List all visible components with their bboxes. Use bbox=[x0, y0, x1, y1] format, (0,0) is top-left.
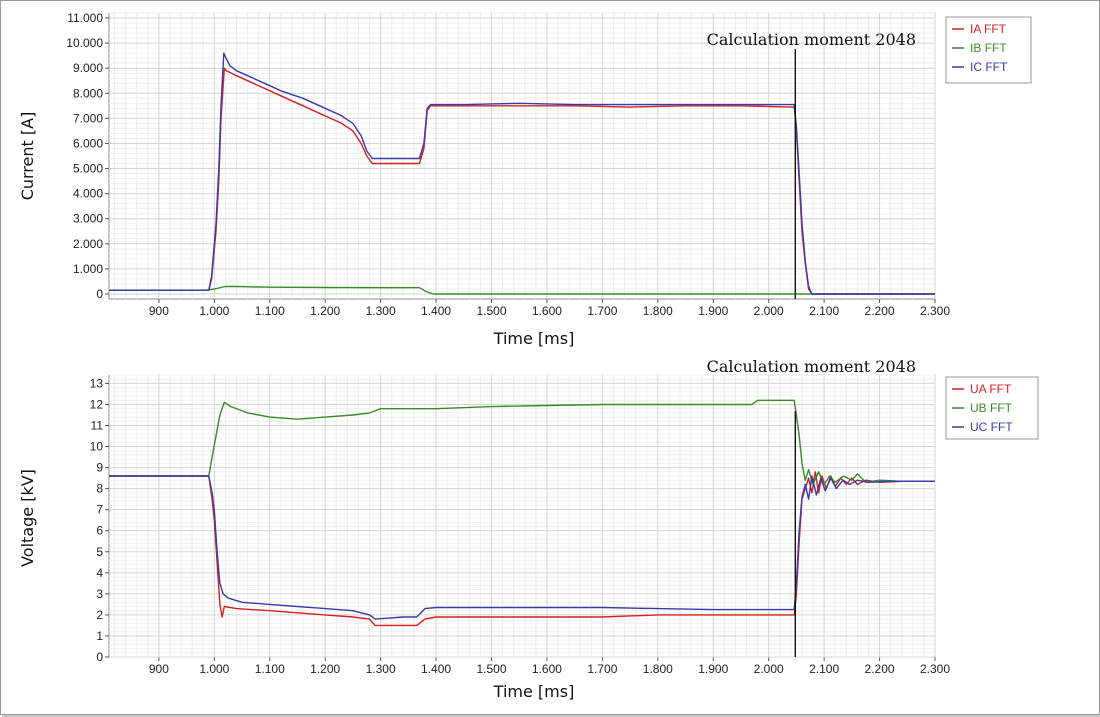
x-tick-label: 2.100 bbox=[809, 662, 839, 676]
x-tick-label: 900 bbox=[149, 304, 169, 318]
x-tick-label: 1.900 bbox=[698, 662, 728, 676]
y-tick-label: 4 bbox=[96, 566, 103, 580]
y-tick-label: 1 bbox=[96, 629, 103, 643]
series-line-ua-fft bbox=[109, 471, 935, 627]
legend-label: IA FFT bbox=[970, 22, 1007, 36]
y-tick-label: 8 bbox=[96, 482, 103, 496]
x-tick-label: 1.500 bbox=[476, 662, 506, 676]
x-tick-label: 900 bbox=[149, 662, 169, 676]
plot-area bbox=[108, 12, 936, 300]
series-line-uc-fft bbox=[109, 475, 935, 620]
x-tick-label: 1.600 bbox=[532, 662, 562, 676]
legend-label: UC FFT bbox=[970, 420, 1013, 434]
x-tick-label: 2.200 bbox=[865, 662, 895, 676]
y-tick-label: 3.000 bbox=[73, 212, 103, 226]
y-tick-label: 9 bbox=[96, 461, 103, 475]
series-line-ub-fft bbox=[109, 399, 935, 486]
x-tick-label: 1.900 bbox=[698, 304, 728, 318]
x-tick-label: 1.500 bbox=[476, 304, 506, 318]
legend-box bbox=[945, 16, 1032, 84]
x-tick-label: 1.100 bbox=[255, 304, 285, 318]
x-tick-label: 2.300 bbox=[920, 662, 950, 676]
legend-label: IC FFT bbox=[970, 60, 1008, 74]
y-tick-label: 12 bbox=[90, 397, 104, 411]
y-tick-label: 0 bbox=[96, 287, 103, 301]
x-tick-label: 1.000 bbox=[199, 304, 229, 318]
y-axis-title: Voltage [kV] bbox=[18, 469, 37, 567]
x-tick-label: 1.000 bbox=[199, 662, 229, 676]
x-tick-label: 2.000 bbox=[754, 304, 784, 318]
x-tick-label: 1.400 bbox=[421, 304, 451, 318]
x-axis-title: Time [ms] bbox=[493, 329, 575, 348]
legend: IA FFT IB FFT IC FFT bbox=[945, 16, 1032, 84]
x-tick-label: 2.200 bbox=[865, 304, 895, 318]
x-tick-label: 1.300 bbox=[366, 662, 396, 676]
y-tick-label: 3 bbox=[96, 587, 103, 601]
legend-label: UA FFT bbox=[970, 382, 1012, 396]
y-tick-label: 2 bbox=[96, 608, 103, 622]
legend: UA FFT UB FFT UC FFT bbox=[945, 376, 1039, 440]
legend-label: IB FFT bbox=[970, 41, 1007, 55]
x-tick-label: 1.800 bbox=[643, 304, 673, 318]
x-tick-label: 1.400 bbox=[421, 662, 451, 676]
y-tick-label: 5.000 bbox=[73, 162, 103, 176]
voltage-panel: 900 1.000 1.100 1.200 1.300 1.400 1.500 1.600 1.… bbox=[18, 357, 1039, 701]
x-tick-label: 2.300 bbox=[920, 304, 950, 318]
current-panel: 900 1.000 1.100 1.200 1.300 1.400 1.500 1.600 1.… bbox=[18, 11, 1032, 348]
y-tick-label: 5 bbox=[96, 545, 103, 559]
y-tick-label: 0 bbox=[96, 650, 103, 664]
y-tick-label: 10 bbox=[90, 440, 104, 454]
y-tick-label: 10.000 bbox=[66, 36, 103, 50]
series-line-ib-fft bbox=[109, 285, 935, 295]
x-tick-label: 1.200 bbox=[310, 662, 340, 676]
y-tick-label: 6 bbox=[96, 524, 103, 538]
y-tick-label: 7.000 bbox=[73, 111, 103, 125]
x-tick-label: 1.600 bbox=[532, 304, 562, 318]
y-tick-label: 13 bbox=[90, 376, 104, 390]
y-tick-label: 4.000 bbox=[73, 187, 103, 201]
calculation-moment-label: Calculation moment 2048 bbox=[707, 30, 916, 49]
y-tick-label: 6.000 bbox=[73, 136, 103, 150]
y-tick-label: 1.000 bbox=[73, 262, 103, 276]
y-tick-label: 8.000 bbox=[73, 86, 103, 100]
x-tick-label: 1.700 bbox=[587, 662, 617, 676]
x-tick-label: 1.300 bbox=[366, 304, 396, 318]
y-tick-label: 11.000 bbox=[67, 11, 103, 25]
y-tick-label: 2.000 bbox=[73, 237, 103, 251]
calculation-moment-label: Calculation moment 2048 bbox=[707, 357, 916, 376]
legend-label: UB FFT bbox=[970, 401, 1013, 415]
x-axis-title: Time [ms] bbox=[493, 682, 575, 701]
y-tick-label: 11 bbox=[91, 419, 104, 433]
y-tick-label: 7 bbox=[96, 503, 103, 517]
x-tick-label: 1.700 bbox=[587, 304, 617, 318]
x-tick-label: 1.100 bbox=[255, 662, 285, 676]
y-tick-label: 9.000 bbox=[73, 61, 103, 75]
x-tick-label: 1.200 bbox=[310, 304, 340, 318]
y-axis-title: Current [A] bbox=[18, 112, 37, 201]
x-tick-label: 1.800 bbox=[643, 662, 673, 676]
x-tick-label: 2.100 bbox=[809, 304, 839, 318]
x-tick-label: 2.000 bbox=[754, 662, 784, 676]
